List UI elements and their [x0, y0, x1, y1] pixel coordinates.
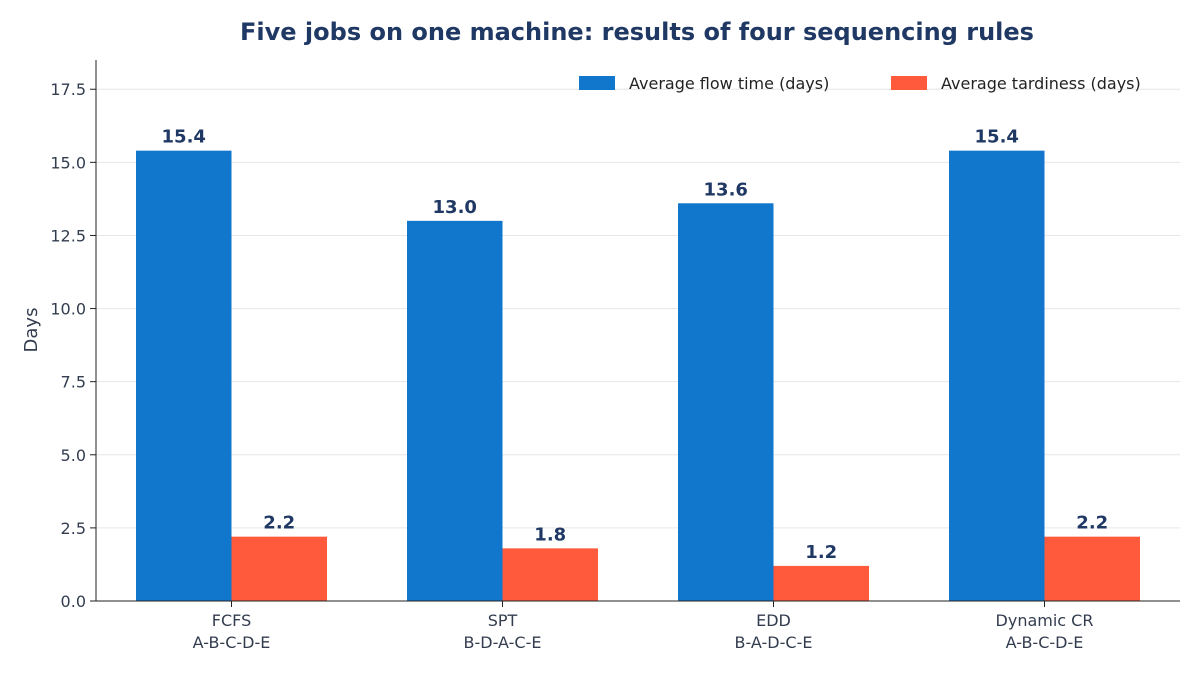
x-tick-sequence-label: A-B-C-D-E: [193, 633, 271, 652]
x-tick-sequence-label: B-A-D-C-E: [735, 633, 813, 652]
x-tick-sequence-label: B-D-A-C-E: [464, 633, 542, 652]
grid-lines: [96, 88, 1180, 602]
bar-tardiness: [231, 536, 327, 601]
bar-flow-time: [949, 150, 1045, 601]
x-tick-rule-label: FCFS: [212, 611, 251, 630]
y-tick-label: 10.0: [50, 300, 86, 319]
y-tick-label: 17.5: [50, 80, 86, 99]
bar-tardiness: [1044, 536, 1140, 601]
y-axis-label: Days: [21, 308, 42, 353]
bar-flow-time: [136, 150, 232, 601]
bar-tardiness: [773, 565, 869, 601]
y-tick-label: 5.0: [61, 446, 86, 465]
bar-value-label: 13.0: [433, 197, 477, 218]
bar-value-label: 2.2: [263, 513, 295, 534]
legend-label: Average flow time (days): [629, 74, 829, 93]
bar-value-label: 13.6: [704, 179, 748, 200]
x-tick-rule-label: EDD: [756, 611, 791, 630]
legend-swatch: [891, 76, 927, 90]
bar-value-label: 1.2: [805, 542, 837, 563]
y-tick-label: 12.5: [50, 226, 86, 245]
legend: Average flow time (days) Average tardines…: [579, 74, 1141, 93]
bar-value-label: 15.4: [975, 127, 1019, 148]
x-ticks: FCFS A-B-C-D-E SPT B-D-A-C-E EDD B-A-D-C-E Dyn…: [193, 601, 1094, 652]
x-tick-rule-label: SPT: [488, 611, 518, 630]
bar-flow-time: [678, 203, 774, 602]
bar-flow-time: [407, 220, 503, 602]
bar-value-label: 15.4: [162, 127, 206, 148]
bar-tardiness: [502, 548, 598, 601]
x-tick-sequence-label: A-B-C-D-E: [1006, 633, 1084, 652]
y-tick-label: 15.0: [50, 153, 86, 172]
bar-labels: 15.4 2.2 13.0 1.8 13.6 1.2 15.4 2.2: [162, 127, 1109, 563]
axes: [95, 60, 1180, 602]
y-tick-label: 0.0: [61, 592, 86, 611]
chart-title: Five jobs on one machine: results of fou…: [240, 18, 1034, 46]
x-tick-rule-label: Dynamic CR: [996, 611, 1094, 630]
legend-swatch: [579, 76, 615, 90]
bar-value-label: 1.8: [534, 524, 566, 545]
legend-label: Average tardiness (days): [941, 74, 1141, 93]
bars: [136, 150, 1140, 602]
bar-value-label: 2.2: [1076, 513, 1108, 534]
y-ticks: 0.0 2.5 5.0 7.5 10.0 12.5 15.0 17.5: [50, 80, 96, 611]
y-tick-label: 7.5: [61, 373, 86, 392]
y-tick-label: 2.5: [61, 519, 86, 538]
